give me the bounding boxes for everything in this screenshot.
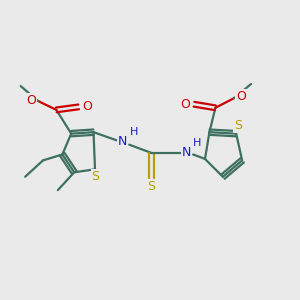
- Text: H: H: [130, 127, 138, 136]
- Text: H: H: [194, 139, 202, 148]
- Text: O: O: [236, 90, 246, 103]
- Text: O: O: [26, 94, 36, 106]
- Text: N: N: [118, 135, 127, 148]
- Text: O: O: [82, 100, 92, 113]
- Text: O: O: [181, 98, 190, 111]
- Text: S: S: [92, 170, 100, 183]
- Text: S: S: [234, 119, 242, 132]
- Text: N: N: [182, 146, 191, 160]
- Text: S: S: [148, 180, 155, 193]
